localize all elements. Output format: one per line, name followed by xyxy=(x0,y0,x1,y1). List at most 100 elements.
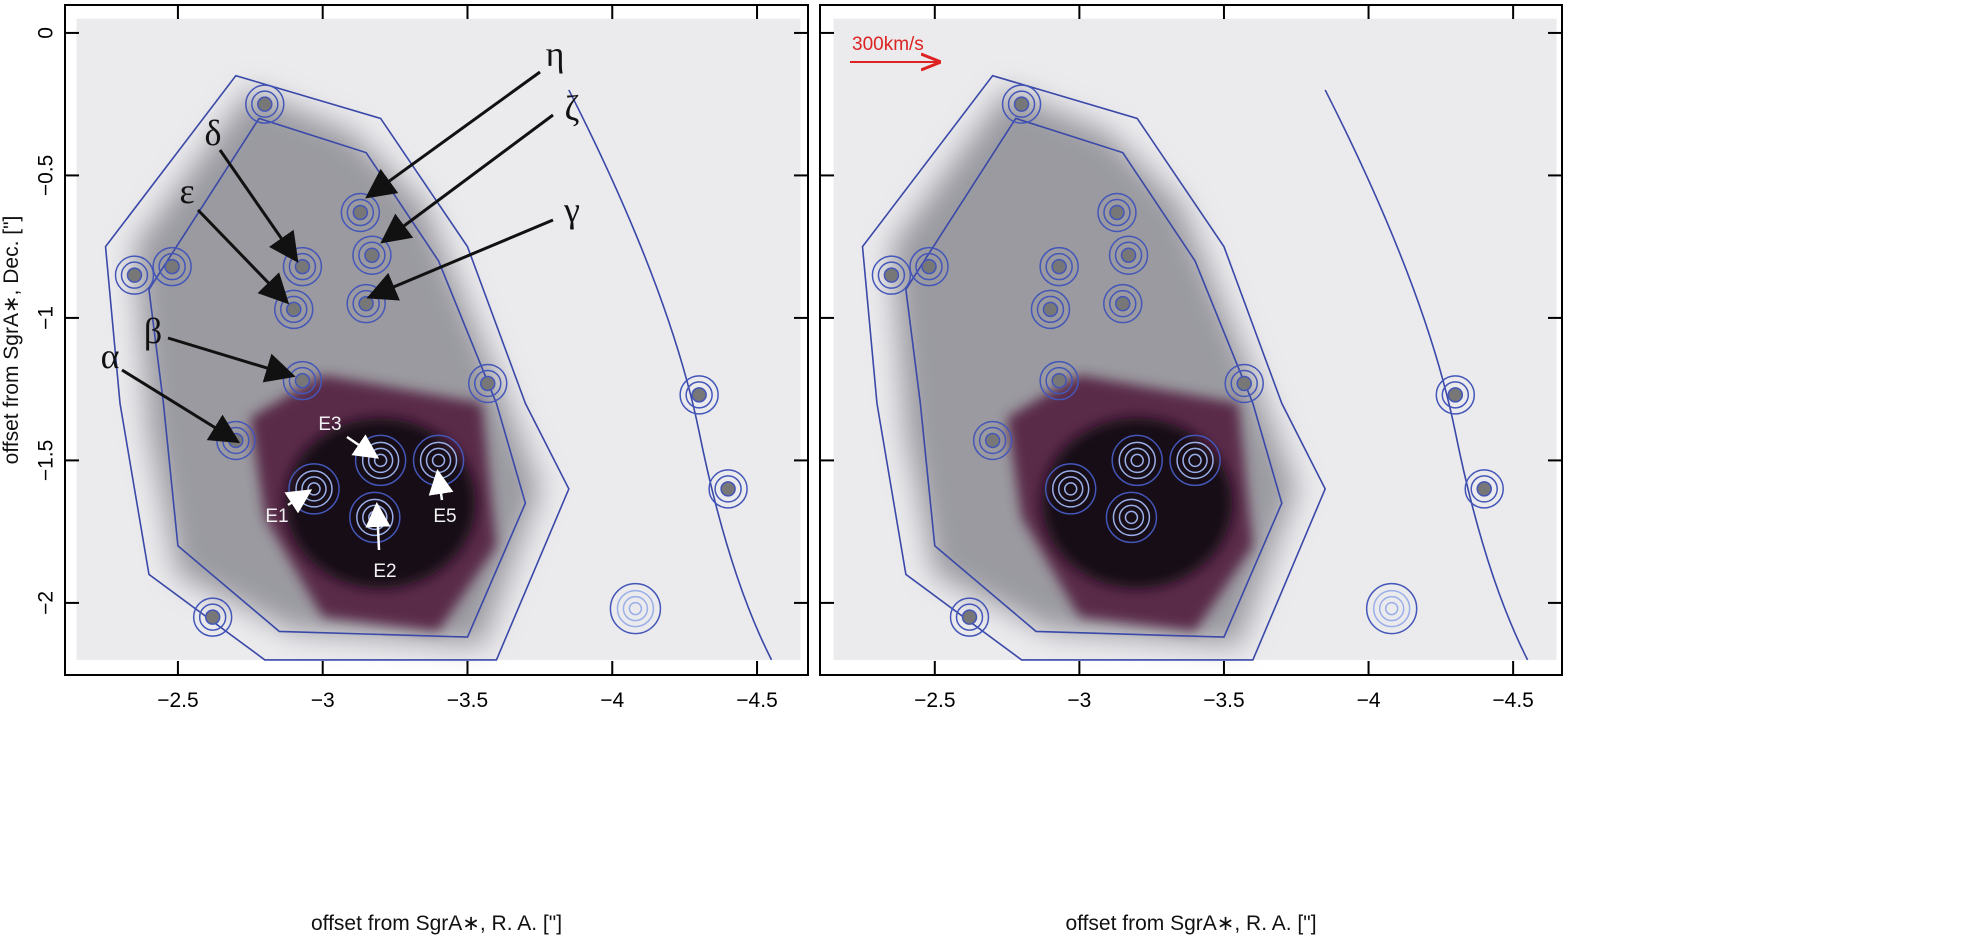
y-axis-label: offset from SgrA∗, Dec. ["] xyxy=(0,216,23,465)
source-contour xyxy=(346,198,375,227)
source-contour xyxy=(1039,360,1079,401)
source-contour xyxy=(1441,381,1470,409)
source-contour xyxy=(1105,491,1158,544)
source-contour xyxy=(1470,475,1498,503)
source-contour xyxy=(1036,295,1065,324)
annotation-label: E1 xyxy=(265,506,288,527)
source-contour xyxy=(1057,476,1084,502)
source-contour xyxy=(616,589,655,628)
source-contour xyxy=(622,595,649,622)
annotation-arrow xyxy=(365,70,541,199)
source-contour xyxy=(1007,90,1036,118)
source-contour xyxy=(358,241,386,269)
source-contour xyxy=(257,96,273,112)
source-contour xyxy=(288,463,340,515)
source-contour xyxy=(301,476,327,502)
source-contour xyxy=(1378,595,1405,622)
source-contour xyxy=(1115,295,1131,312)
source-contour xyxy=(1114,241,1143,269)
source-contour xyxy=(720,481,736,497)
source-contour xyxy=(1045,366,1073,395)
source-contour xyxy=(273,289,314,330)
source-contour xyxy=(871,255,912,295)
annotation-label: γ xyxy=(563,190,580,230)
source-contour xyxy=(192,597,233,637)
source-contour xyxy=(1435,375,1476,415)
source-contour xyxy=(294,258,311,275)
source-contour xyxy=(1476,481,1492,497)
core-emission xyxy=(1042,418,1233,589)
y-tick-label: −1 xyxy=(35,306,58,330)
annotation-arrow xyxy=(428,469,454,501)
source-contour xyxy=(1118,441,1156,480)
right-contour xyxy=(1324,89,1529,661)
source-contour xyxy=(978,426,1007,455)
source-contour xyxy=(354,434,407,487)
source-contour xyxy=(364,247,380,263)
x-tick-label: −4.5 xyxy=(736,689,777,712)
source-contour xyxy=(1039,246,1079,287)
source-contour xyxy=(1384,601,1399,616)
source-contour xyxy=(245,84,285,124)
source-contour xyxy=(961,609,978,625)
source-contour xyxy=(609,582,662,635)
outer-contour xyxy=(104,74,570,661)
source-contour xyxy=(685,381,713,409)
source-contour xyxy=(126,267,143,283)
annotation-arrow xyxy=(380,113,554,244)
source-contour xyxy=(1365,582,1418,635)
source-contour xyxy=(352,289,380,318)
source-contour xyxy=(279,295,308,324)
source-contour xyxy=(1103,198,1131,227)
source-contour xyxy=(288,252,317,281)
annotation-arrow xyxy=(121,368,241,444)
source-contour xyxy=(679,375,719,415)
source-contour xyxy=(1118,504,1145,531)
source-contour xyxy=(152,246,192,287)
source-contour xyxy=(1120,247,1137,263)
annotation-label: η xyxy=(546,34,565,74)
source-contour xyxy=(1103,283,1143,324)
source-contour xyxy=(1045,252,1073,281)
source-contour xyxy=(1109,204,1125,221)
x-tick-label: −2.5 xyxy=(914,689,955,712)
source-contour xyxy=(1236,375,1252,392)
plot-frame xyxy=(64,4,809,676)
x-axis-label: offset from SgrA∗, R. A. ["] xyxy=(1065,912,1316,935)
source-contour xyxy=(228,432,244,449)
annotation-arrow xyxy=(346,434,380,459)
source-contour xyxy=(1176,441,1214,480)
source-contour xyxy=(1182,447,1208,474)
source-contour xyxy=(295,470,333,508)
annotation-label: β xyxy=(144,311,162,351)
source-contour xyxy=(915,252,943,281)
y-tick-label: 0 xyxy=(35,27,58,39)
x-tick-label: −4 xyxy=(600,689,624,712)
source-contour xyxy=(251,90,279,118)
mid-contour xyxy=(148,117,527,638)
annotation-label: ζ xyxy=(565,88,580,128)
source-contour xyxy=(1051,372,1067,389)
x-tick-label: −4 xyxy=(1357,689,1381,712)
x-tick-label: −3.5 xyxy=(447,689,488,712)
source-contour xyxy=(1112,498,1151,537)
source-contour xyxy=(1230,369,1258,398)
source-contour xyxy=(877,261,906,289)
y-tick-label: −2 xyxy=(35,591,58,615)
right-contour xyxy=(568,89,773,661)
annotation-label: ε xyxy=(179,171,194,211)
source-contour xyxy=(1109,289,1137,318)
source-contour xyxy=(431,453,446,468)
source-contour xyxy=(1097,192,1137,233)
source-contour xyxy=(120,261,149,289)
source-contour xyxy=(373,453,388,468)
x-tick-label: −2.5 xyxy=(157,689,198,712)
source-contour xyxy=(1001,84,1042,124)
source-contour xyxy=(480,375,496,392)
source-contour xyxy=(1030,289,1071,330)
source-contour xyxy=(1169,434,1221,487)
source-contour xyxy=(307,482,321,496)
panel: −2.5 −3 −3.5 −4 −4.5 0 −0.5 −1 −1.5 −2 offset from… xyxy=(0,4,809,935)
source-contour xyxy=(361,441,400,480)
x-tick-label: −3 xyxy=(311,689,335,712)
